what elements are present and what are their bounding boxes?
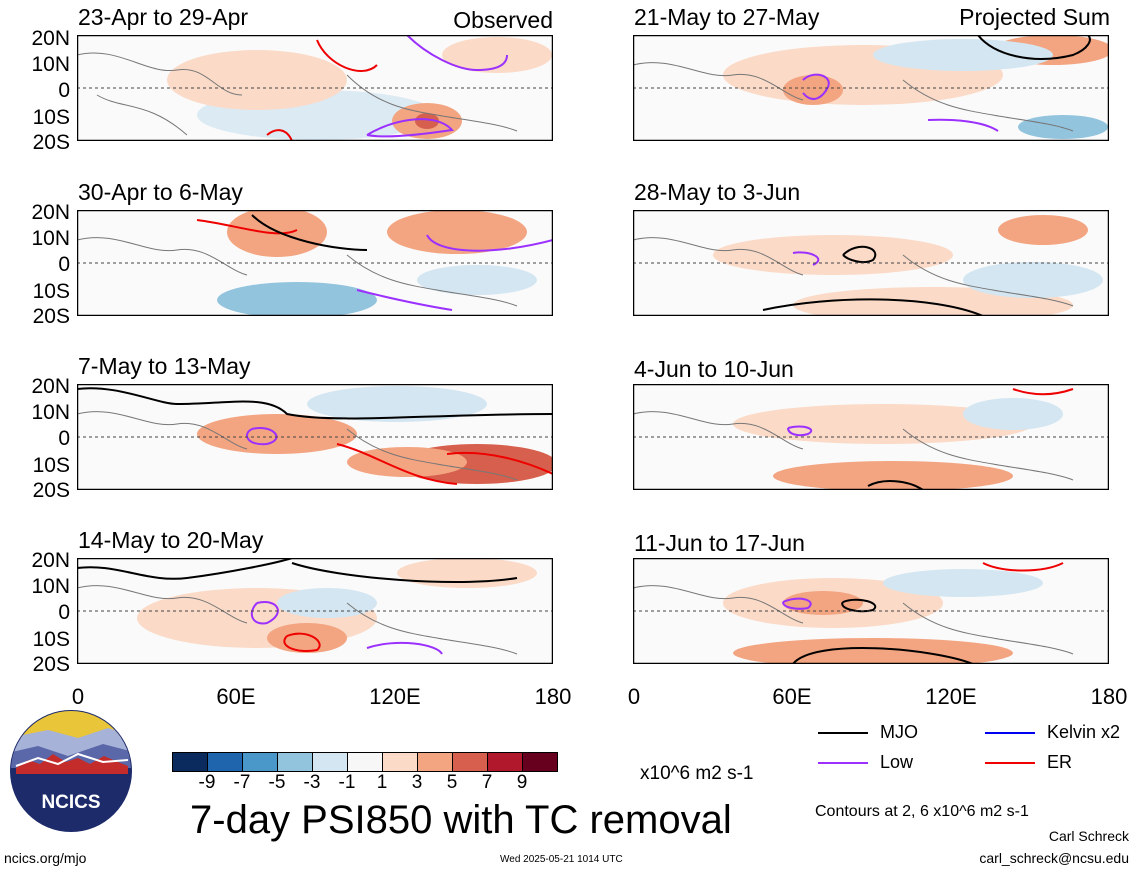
map-panel: [633, 35, 1109, 141]
legend-line: [985, 731, 1035, 734]
colorbar-cell: [348, 753, 383, 771]
colorbar-cell: [208, 753, 243, 771]
colorbar-cell: [313, 753, 348, 771]
colorbar-cell: [488, 753, 523, 771]
panel-tag: Observed: [453, 7, 553, 33]
lat-label: 10S: [32, 628, 70, 651]
panel-title: 4-Jun to 10-Jun: [634, 356, 794, 382]
map-panel: [77, 558, 553, 664]
colorbar: [172, 752, 558, 772]
lat-label: 10S: [32, 106, 70, 129]
lat-label: 20N: [31, 549, 70, 572]
lon-label: 60E: [216, 684, 256, 709]
colorbar-label: -5: [268, 772, 286, 793]
colorbar-label: 3: [411, 772, 423, 793]
colorbar-cell: [173, 753, 208, 771]
colorbar-label: 1: [376, 772, 388, 793]
lon-label: 0: [627, 684, 641, 709]
colorbar-label: 7: [481, 772, 493, 793]
legend-label: Low: [880, 752, 914, 772]
lat-label: 10S: [32, 280, 70, 303]
legend-label: Kelvin x2: [1047, 722, 1121, 742]
colorbar-cell: [453, 753, 488, 771]
map-panel: [77, 210, 553, 316]
legend-er: ER: [985, 752, 1072, 773]
lat-label: 10N: [31, 53, 70, 76]
colorbar-label: -3: [303, 772, 321, 793]
colorbar-cell: [278, 753, 313, 771]
legend-low: Low: [818, 752, 913, 773]
panel-title: 21-May to 27-May: [634, 4, 820, 30]
author: Carl Schreck: [1048, 828, 1129, 844]
colorbar-units: x10^6 m2 s-1: [640, 763, 754, 784]
figure-title: 7-day PSI850 with TC removal: [190, 798, 732, 842]
colorbar-label: 5: [446, 772, 458, 793]
ncics-logo: NCICS: [10, 710, 132, 832]
map-panel: [633, 384, 1109, 490]
legend-label: MJO: [880, 722, 918, 742]
panel-title: 28-May to 3-Jun: [634, 179, 801, 205]
panel-tag: Projected Sum: [959, 4, 1110, 30]
lat-label: 0: [58, 427, 70, 450]
colorbar-cell: [383, 753, 418, 771]
contours-note: Contours at 2, 6 x10^6 m2 s-1: [815, 803, 1029, 820]
lon-label: 180: [534, 684, 572, 709]
lon-label: 0: [71, 684, 85, 709]
lat-label: 20S: [32, 305, 70, 328]
colorbar-cell: [418, 753, 453, 771]
lat-label: 10S: [32, 454, 70, 477]
panel-title: 11-Jun to 17-Jun: [634, 530, 805, 556]
lon-label: 120E: [369, 684, 421, 709]
colorbar-label: -7: [233, 772, 251, 793]
lat-label: 10N: [31, 401, 70, 424]
map-panel: [633, 558, 1109, 664]
panel-title: 14-May to 20-May: [78, 527, 264, 553]
map-panel: [77, 384, 553, 490]
legend-label: ER: [1047, 752, 1073, 772]
colorbar-cell: [523, 753, 557, 771]
panel-title: 7-May to 13-May: [78, 353, 251, 379]
lat-label: 0: [58, 79, 70, 102]
logo-text: NCICS: [41, 792, 100, 813]
website-link[interactable]: ncics.org/mjo: [4, 850, 87, 866]
colorbar-label: 9: [516, 772, 528, 793]
colorbar-label: -9: [198, 772, 216, 793]
legend-line: [818, 731, 868, 734]
legend-line: [985, 761, 1035, 764]
panel-title: 23-Apr to 29-Apr: [78, 4, 249, 30]
lon-label: 180: [1090, 684, 1128, 709]
timestamp: Wed 2025-05-21 1014 UTC: [500, 854, 623, 865]
legend-line: [818, 761, 868, 764]
lat-label: 20S: [32, 479, 70, 502]
lat-label: 0: [58, 253, 70, 276]
panel-title: 30-Apr to 6-May: [78, 179, 243, 205]
lat-label: 0: [58, 601, 70, 624]
lat-label: 20S: [32, 131, 70, 154]
lon-label: 60E: [772, 684, 812, 709]
legend-kelvin: Kelvin x2: [985, 722, 1120, 743]
lat-label: 20N: [31, 27, 70, 50]
colorbar-cell: [243, 753, 278, 771]
lat-label: 20N: [31, 201, 70, 224]
map-panel: [633, 210, 1109, 316]
lat-label: 20S: [32, 653, 70, 676]
lat-label: 10N: [31, 227, 70, 250]
email: carl_schreck@ncsu.edu: [979, 850, 1129, 866]
lon-label: 120E: [925, 684, 977, 709]
legend-mjo: MJO: [818, 722, 918, 743]
lat-label: 10N: [31, 575, 70, 598]
colorbar-label: -1: [338, 772, 356, 793]
lat-label: 20N: [31, 375, 70, 398]
map-panel: [77, 35, 553, 141]
